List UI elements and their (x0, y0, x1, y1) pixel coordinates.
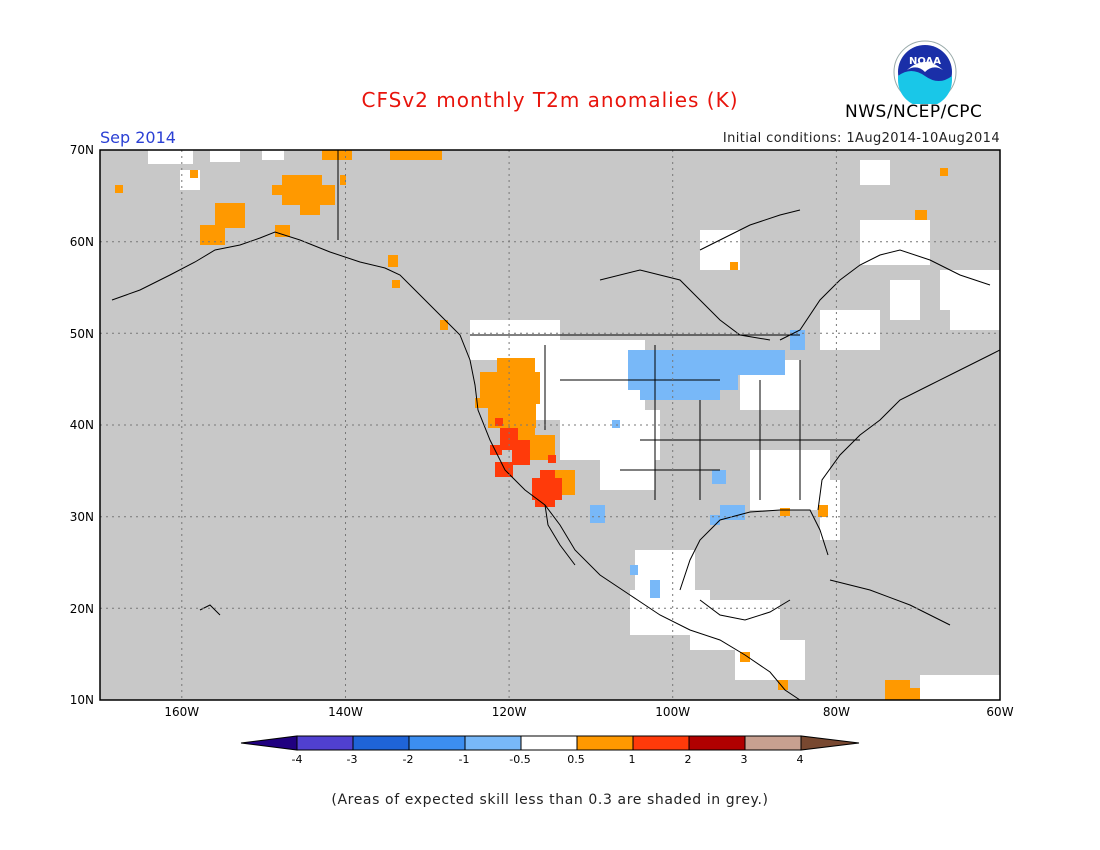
colorbar-tick-label: -2 (403, 753, 414, 766)
colorbar-tick-label: 1 (629, 753, 636, 766)
colorbar-segment (352, 735, 410, 751)
anomaly-field (115, 150, 1000, 700)
lon-label: 120W (492, 705, 527, 719)
lon-label: 60W (986, 705, 1013, 719)
lat-label: 10N (70, 693, 94, 707)
forecast-month: Sep 2014 (100, 128, 176, 147)
lat-label: 50N (70, 327, 94, 341)
near-normal-areas (148, 150, 1000, 700)
anomaly-map: 70N 60N 50N 40N 30N 20N 10N 160W 140W 12… (70, 143, 1014, 719)
colorbar-segment (632, 735, 690, 751)
colorbar-right-arrow (800, 735, 860, 751)
colorbar-tick-label: 4 (797, 753, 804, 766)
initial-conditions-label: Initial conditions: 1Aug2014-10Aug2014 (722, 131, 1000, 146)
noaa-logo-icon: NOAA (893, 40, 957, 104)
colorbar-tick-label: -0.5 (509, 753, 530, 766)
colorbar-tick-label: 3 (741, 753, 748, 766)
above-normal-areas (115, 150, 948, 700)
colorbar-tick-label: 2 (685, 753, 692, 766)
lat-label: 40N (70, 418, 94, 432)
lat-label: 30N (70, 510, 94, 524)
lon-axis: 160W 140W 120W 100W 80W 60W (164, 705, 1013, 719)
lat-axis: 70N 60N 50N 40N 30N 20N 10N (70, 143, 94, 707)
colorbar: -4 -3 -2 -1 -0.5 0.5 1 2 3 4 (240, 735, 860, 766)
gridlines (100, 150, 1000, 700)
map-frame (99, 149, 1001, 701)
coastlines (111, 150, 1000, 700)
map-title: CFSv2 monthly T2m anomalies (K) (361, 88, 739, 112)
lat-label: 60N (70, 235, 94, 249)
lon-label: 100W (655, 705, 690, 719)
lat-label: 70N (70, 143, 94, 157)
colorbar-segment (688, 735, 746, 751)
colorbar-tick-label: -1 (459, 753, 470, 766)
lon-label: 160W (164, 705, 199, 719)
lon-label: 140W (328, 705, 363, 719)
colorbar-segment (464, 735, 522, 751)
colorbar-tick-label: 0.5 (567, 753, 585, 766)
colorbar-segment (520, 735, 578, 751)
colorbar-segment (744, 735, 802, 751)
colorbar-segment (576, 735, 634, 751)
lon-label: 80W (823, 705, 850, 719)
colorbar-segment (408, 735, 466, 751)
agency-label: NWS/NCEP/CPC (845, 102, 983, 122)
colorbar-left-arrow (240, 735, 298, 751)
colorbar-segment (296, 735, 354, 751)
lat-label: 20N (70, 602, 94, 616)
skill-footnote: (Areas of expected skill less than 0.3 a… (331, 792, 769, 808)
colorbar-tick-label: -4 (292, 753, 303, 766)
colorbar-tick-label: -3 (347, 753, 358, 766)
svg-text:NOAA: NOAA (909, 56, 941, 67)
